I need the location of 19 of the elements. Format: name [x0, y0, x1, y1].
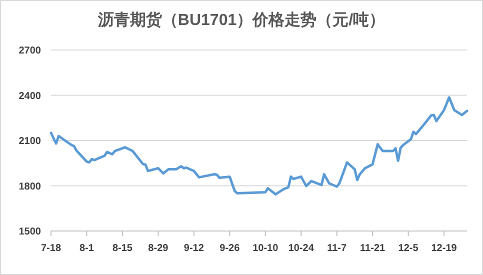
x-tick-label: 8-1: [80, 243, 94, 254]
x-tick-label: 7-18: [40, 243, 62, 254]
x-tick-label: 11-21: [360, 243, 386, 254]
y-tick-label: 1800: [18, 181, 42, 192]
x-tick-label: 10-10: [252, 243, 279, 254]
x-tick-label: 12-19: [431, 243, 458, 254]
x-tick-label: 11-7: [327, 243, 348, 254]
chart-title: 沥青期货（BU1701）价格走势（元/吨）: [96, 11, 386, 29]
x-tick-label: 9-26: [220, 243, 240, 254]
line-series: [50, 96, 468, 196]
y-tick-label: 2100: [18, 136, 42, 147]
x-tick-label: 8-29: [148, 243, 169, 254]
y-tick-label: 2700: [18, 46, 42, 56]
x-tick-label: 8-15: [112, 243, 133, 254]
x-tick-label: 9-12: [184, 243, 204, 254]
x-tick-label: 12-5: [398, 243, 419, 254]
y-tick-label: 2400: [18, 90, 42, 102]
x-tick-label: 10-24: [288, 243, 314, 254]
y-tick-label: 1500: [18, 226, 42, 238]
